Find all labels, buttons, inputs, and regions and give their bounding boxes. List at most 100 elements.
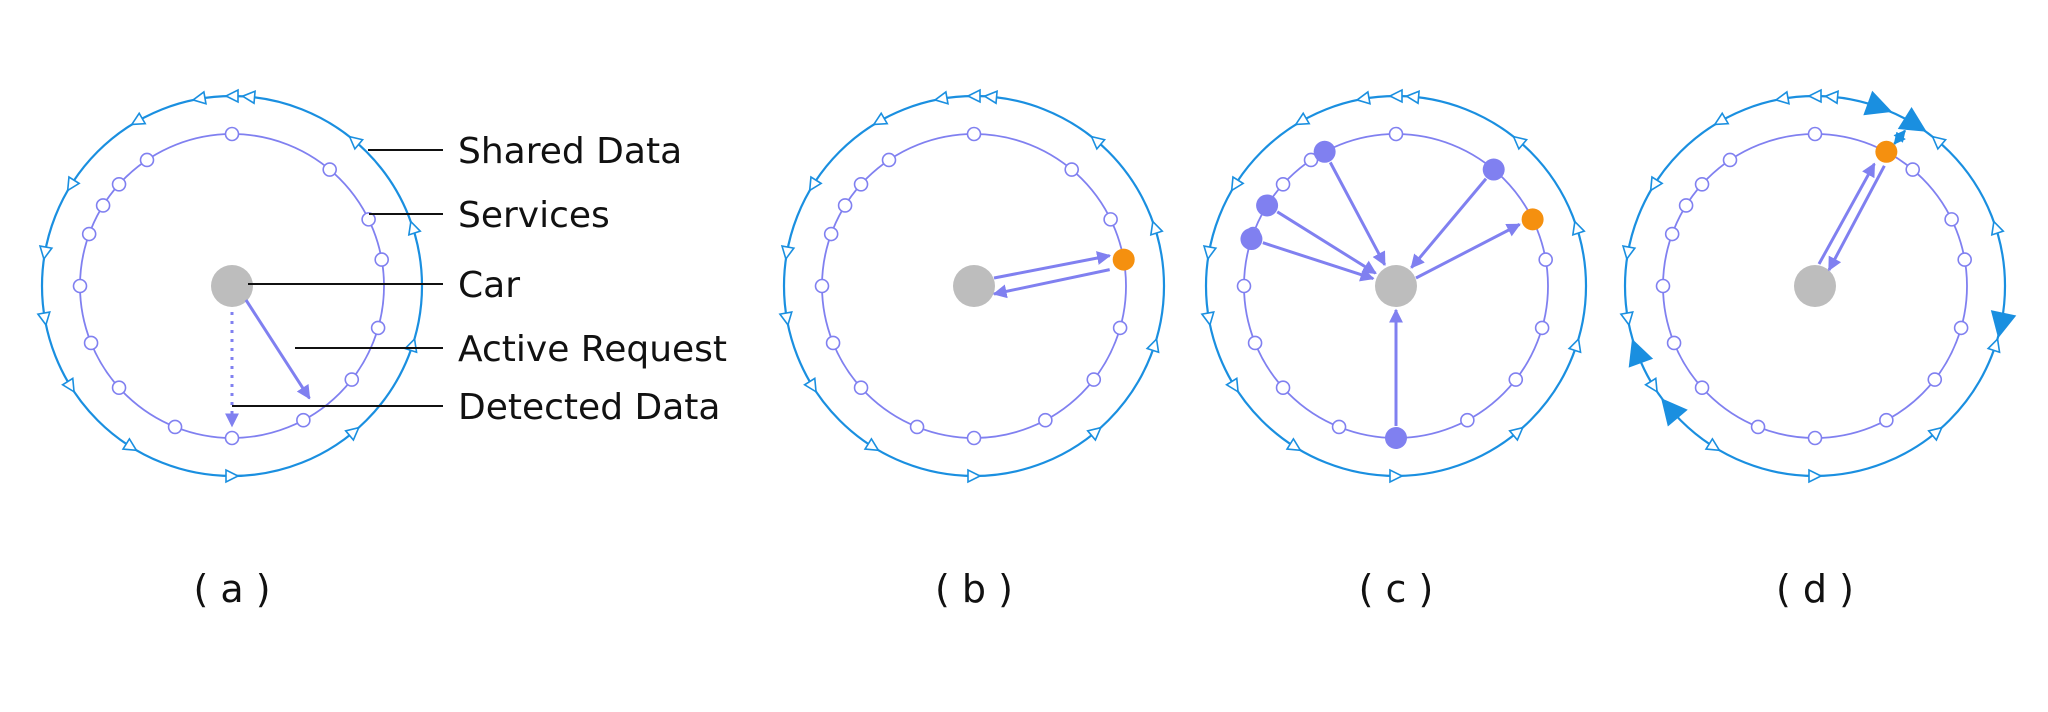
shared-data-marker: [967, 468, 982, 484]
panel-c: [1200, 88, 1588, 484]
service-node: [111, 176, 127, 192]
shared-data-flow-marker: [1661, 398, 1688, 427]
panel-b: [778, 88, 1166, 484]
service-node: [296, 412, 311, 428]
legend-car: Car: [458, 265, 520, 306]
service-node: [361, 212, 376, 227]
service-node: [344, 372, 360, 387]
shared-data-marker: [407, 219, 422, 237]
shared-data-marker: [1713, 111, 1730, 126]
car-node: [1794, 265, 1836, 307]
service-node: [1247, 335, 1263, 351]
service-to-car-arrow: [1410, 177, 1488, 269]
service-node: [1236, 278, 1252, 294]
caption-c: ( c ): [1359, 567, 1434, 611]
service-node: [1275, 176, 1291, 192]
service-node: [1807, 430, 1823, 446]
active-service: [1256, 194, 1279, 217]
service-node: [966, 126, 982, 142]
service-node: [1508, 372, 1524, 387]
shared-data-marker: [933, 90, 949, 105]
service-node: [1879, 412, 1894, 428]
service-node: [1460, 412, 1475, 428]
shared-data-marker: [130, 111, 147, 126]
service-node: [1927, 372, 1943, 387]
service-node: [1807, 126, 1823, 142]
caption-d: ( d ): [1776, 567, 1854, 611]
service-node: [1086, 372, 1102, 387]
service-node: [1388, 126, 1404, 142]
service-node: [1957, 252, 1972, 267]
service-node: [81, 226, 97, 242]
active-service: [1482, 158, 1505, 181]
shared-data-marker: [348, 135, 365, 151]
service-node: [814, 278, 830, 294]
service-node: [1694, 176, 1710, 192]
shared-data-marker: [863, 437, 880, 452]
shared-data-marker: [191, 90, 207, 105]
active-service: [1313, 140, 1336, 163]
shared-data-marker: [1145, 337, 1160, 354]
request-arrow: [1817, 162, 1876, 265]
shared-data-marker: [38, 245, 54, 261]
service-node: [95, 198, 111, 213]
service-node: [72, 278, 88, 294]
service-node: [374, 252, 389, 267]
response-arrow: [1827, 165, 1886, 272]
active-service: [1385, 427, 1407, 449]
car-to-service-arrow: [1415, 223, 1521, 280]
service-node: [1905, 162, 1921, 177]
shared-data-marker: [1404, 90, 1420, 105]
shared-data-marker: [1389, 468, 1404, 484]
service-node: [823, 226, 839, 242]
service-node: [1722, 152, 1738, 168]
service-node: [83, 335, 99, 351]
service-node: [1953, 320, 1969, 336]
shared-data-marker: [1986, 337, 2001, 354]
shared-data-marker: [121, 437, 138, 452]
car-node: [1375, 265, 1417, 307]
shared-data-marker: [240, 90, 256, 105]
legend-services: Services: [458, 195, 610, 236]
service-node: [1534, 320, 1550, 336]
shared-data-marker: [1571, 219, 1586, 237]
service-node: [966, 430, 982, 446]
caption-b: ( b ): [935, 567, 1013, 611]
shared-data-marker: [36, 311, 51, 327]
response-arrow: [992, 268, 1111, 299]
shared-data-marker: [1927, 426, 1944, 442]
shared-data-marker: [1619, 311, 1634, 327]
shared-data-marker: [1149, 219, 1164, 237]
shared-data-flow-marker: [1990, 310, 2017, 339]
shared-data-marker: [1823, 90, 1839, 105]
service-node: [881, 152, 897, 168]
service-node: [1664, 226, 1680, 242]
highlight-service: [1521, 208, 1544, 231]
shared-data-marker: [1990, 219, 2005, 237]
service-node: [1103, 212, 1118, 227]
shared-data-marker: [1567, 337, 1582, 354]
shared-data-marker: [1090, 135, 1107, 151]
service-node: [1666, 335, 1682, 351]
shared-data-marker: [1512, 135, 1529, 151]
service-node: [1275, 380, 1291, 396]
active-request-arrow: [244, 299, 311, 400]
shared-data-marker: [1808, 468, 1823, 484]
shared-data-marker: [1200, 311, 1215, 327]
service-node: [853, 176, 869, 192]
service-to-car-arrow: [1328, 161, 1387, 267]
service-node: [322, 162, 338, 177]
legend-lines: [232, 149, 443, 407]
shared-data-marker: [1931, 135, 1948, 151]
shared-data-flow-marker: [1897, 106, 1927, 132]
service-node: [111, 380, 127, 396]
service-node: [370, 320, 386, 336]
shared-data-marker: [1388, 88, 1403, 104]
shared-data-marker: [1621, 245, 1637, 261]
shared-data-marker: [1508, 426, 1525, 442]
service-node: [1694, 380, 1710, 396]
shared-data-marker: [1355, 90, 1371, 105]
shared-data-marker: [1230, 175, 1245, 192]
service-node: [139, 152, 155, 168]
shared-data-marker: [1294, 111, 1311, 126]
